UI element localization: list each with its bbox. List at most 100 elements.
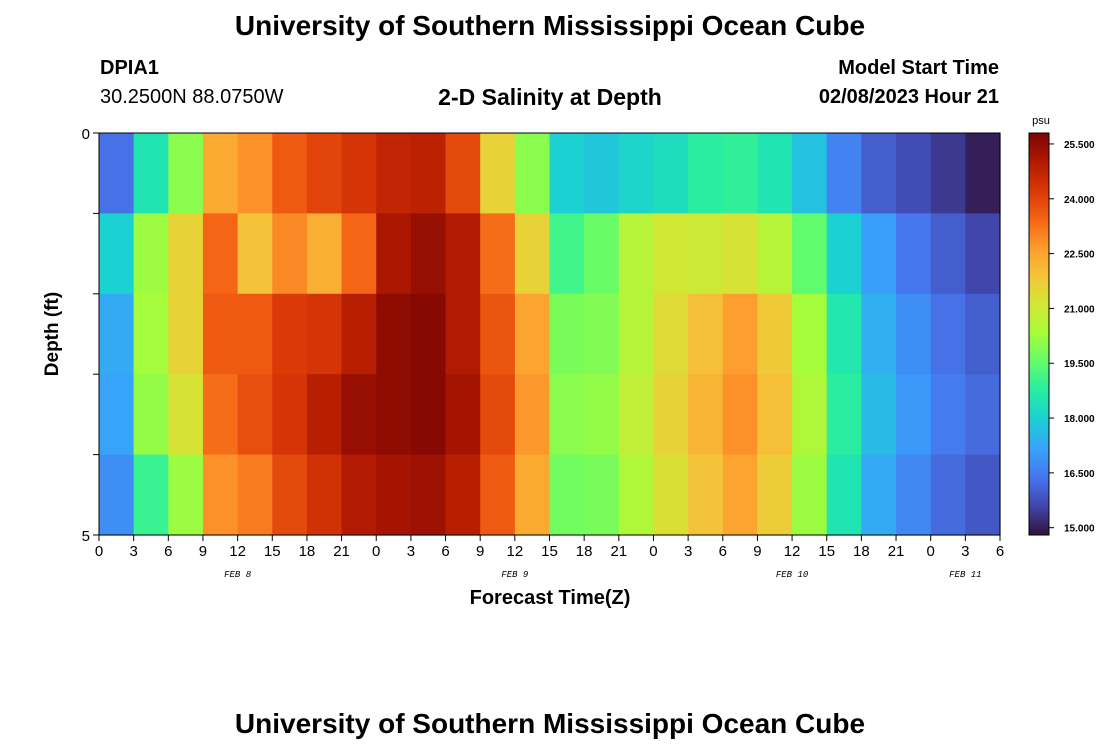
heatmap-cell <box>99 133 135 214</box>
heatmap-cell <box>757 374 793 456</box>
heatmap-cell <box>341 293 377 375</box>
heatmap-cell <box>445 133 481 214</box>
x-tick-label: 0 <box>927 543 935 560</box>
heatmap-cell <box>410 213 447 295</box>
heatmap-cell <box>341 374 377 456</box>
heatmap-cell <box>549 133 585 214</box>
heatmap-cell <box>965 133 1001 214</box>
heatmap-cell <box>618 133 655 214</box>
x-tick-label: 6 <box>441 543 449 560</box>
x-tick-label: 3 <box>129 543 137 560</box>
colorbar-tick-label: 21.000 <box>1064 304 1095 315</box>
heatmap-cell <box>861 293 897 375</box>
heatmap-cell <box>272 293 308 375</box>
colorbar: psu <box>1028 115 1050 536</box>
heatmap-cell <box>930 374 966 456</box>
heatmap-cell <box>237 293 273 375</box>
heatmap-cell <box>861 133 897 214</box>
x-tick-label: 6 <box>719 543 727 560</box>
heatmap-cell <box>930 293 966 375</box>
heatmap-cell <box>826 293 862 375</box>
heatmap-cell <box>618 454 655 536</box>
heatmap-cell <box>306 374 343 456</box>
heatmap-cell <box>584 133 620 214</box>
heatmap-cell <box>376 293 412 375</box>
heatmap-cell <box>722 374 759 456</box>
y-tick-label: 5 <box>82 528 90 545</box>
heatmap-cell <box>688 454 724 536</box>
heatmap-cell <box>896 293 932 375</box>
heatmap-cell <box>514 293 551 375</box>
heatmap-cell <box>237 454 273 536</box>
heatmap-cell <box>202 293 239 375</box>
heatmap-cell <box>410 293 447 375</box>
heatmap-cell <box>306 213 343 295</box>
heatmap-cell <box>99 374 135 456</box>
heatmap-cell <box>168 213 204 295</box>
heatmap-cell <box>410 374 447 456</box>
heatmap-cell <box>410 133 447 214</box>
heatmap-cell <box>792 133 828 214</box>
x-tick-label: 21 <box>333 543 350 560</box>
page-title: University of Southern Mississippi Ocean… <box>234 10 866 41</box>
heatmap-cell <box>965 213 1001 295</box>
x-tick-label: 3 <box>684 543 692 560</box>
heatmap-cell <box>861 374 897 456</box>
heatmap-cell <box>168 454 204 536</box>
heatmap-cell <box>757 293 793 375</box>
heatmap-cell <box>618 213 655 295</box>
heatmap-cell <box>99 454 135 536</box>
heatmap-cell <box>653 454 689 536</box>
colorbar-tick-label: 18.000 <box>1064 414 1095 425</box>
model-start-time: 02/08/2023 Hour 21 <box>818 86 999 108</box>
x-tick-label: 21 <box>888 543 905 560</box>
station-coordinates: 30.2500N 88.0750W <box>100 86 284 108</box>
heatmap-cell <box>514 374 551 456</box>
heatmap-cell <box>653 293 689 375</box>
heatmap-cell <box>306 454 343 536</box>
heatmap-cell <box>445 374 481 456</box>
heatmap-cell <box>514 133 551 214</box>
heatmap-cell <box>965 293 1001 375</box>
heatmap-cell <box>618 374 655 456</box>
heatmap-cell <box>480 374 516 456</box>
heatmap-cell <box>445 213 481 295</box>
heatmap-cell <box>168 374 204 456</box>
heatmap-cell <box>757 133 793 214</box>
date-label: FEB 8 <box>224 570 252 580</box>
heatmap-cell <box>688 374 724 456</box>
heatmap-cell <box>549 213 585 295</box>
heatmap-cell <box>445 454 481 536</box>
heatmap-cell <box>514 213 551 295</box>
heatmap-cell <box>757 213 793 295</box>
heatmap-cell <box>930 133 966 214</box>
heatmap-cell <box>376 213 412 295</box>
heatmap-cell <box>584 374 620 456</box>
heatmap-cell <box>376 374 412 456</box>
heatmap-cell <box>168 133 204 214</box>
x-axis: 0 3 6 9 12 15 18 21 0 3 6 9 12 15 18 21 0 3 6 9 12 15 18 21 0 3 6 F… <box>95 535 1004 580</box>
colorbar-tick-label: 24.000 <box>1064 195 1095 206</box>
heatmap-cell <box>861 454 897 536</box>
x-tick-label: 12 <box>229 543 246 560</box>
heatmap-cell <box>792 213 828 295</box>
heatmap-cell <box>826 374 862 456</box>
heatmap-cell <box>410 454 447 536</box>
colorbar-ticks: 15.000 16.500 18.000 19.500 21.000 22.500 24.0… <box>1049 140 1095 535</box>
heatmap-cell <box>514 454 551 536</box>
heatmap-cell <box>99 213 135 295</box>
heatmap-cell <box>168 293 204 375</box>
colorbar-tick-label: 19.500 <box>1064 359 1095 370</box>
heatmap-cell <box>722 133 759 214</box>
heatmap-cell <box>861 213 897 295</box>
colorbar-unit: psu <box>1032 115 1050 127</box>
heatmap-cell <box>341 454 377 536</box>
heatmap-cell <box>549 454 585 536</box>
x-axis-label: Forecast Time(Z) <box>470 587 631 609</box>
heatmap-cell <box>272 133 308 214</box>
heatmap-cell <box>792 293 828 375</box>
heatmap-cell <box>272 213 308 295</box>
x-tick-label: 3 <box>961 543 969 560</box>
heatmap-cell <box>584 454 620 536</box>
